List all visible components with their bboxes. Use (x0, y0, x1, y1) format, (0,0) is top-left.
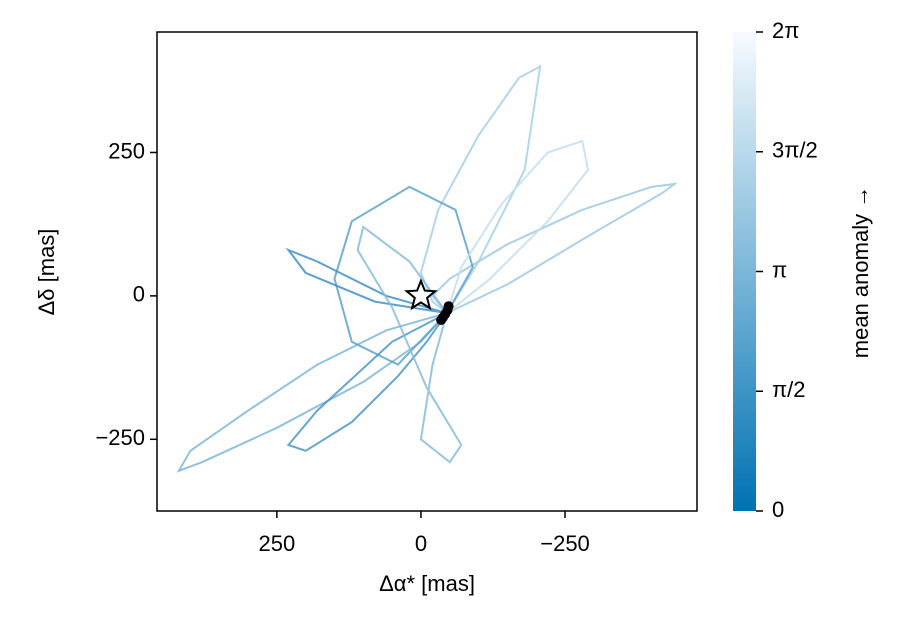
y-tick-label: 250 (108, 138, 145, 163)
x-tick-label: 0 (415, 531, 427, 556)
colorbar-label: mean anomaly → (848, 186, 873, 358)
orbit (286, 312, 448, 452)
y-tick-label: −250 (95, 425, 145, 450)
colorbar-tick-label: π/2 (772, 377, 806, 402)
x-tick-label: 250 (259, 531, 296, 556)
orbit (356, 225, 463, 464)
colorbar-tick-label: 3π/2 (772, 138, 818, 163)
colorbar (733, 32, 756, 511)
plot-area (176, 64, 679, 473)
planet-position (436, 314, 447, 325)
orbit (419, 64, 542, 314)
orbit (176, 312, 448, 473)
colorbar-tick-label: 2π (772, 18, 799, 43)
y-axis-label: Δδ [mas] (34, 229, 59, 316)
star-marker (404, 278, 438, 311)
colorbar-tick-label: π (772, 257, 787, 282)
x-axis-label: Δα* [mas] (379, 571, 475, 596)
colorbar-tick-label: 0 (772, 497, 784, 522)
orbit (431, 182, 679, 315)
axes-frame (156, 31, 698, 512)
orbit (445, 139, 590, 314)
orbit (333, 185, 474, 366)
x-tick-label: −250 (540, 531, 590, 556)
y-tick-label: 0 (133, 282, 145, 307)
orbit (285, 247, 448, 315)
